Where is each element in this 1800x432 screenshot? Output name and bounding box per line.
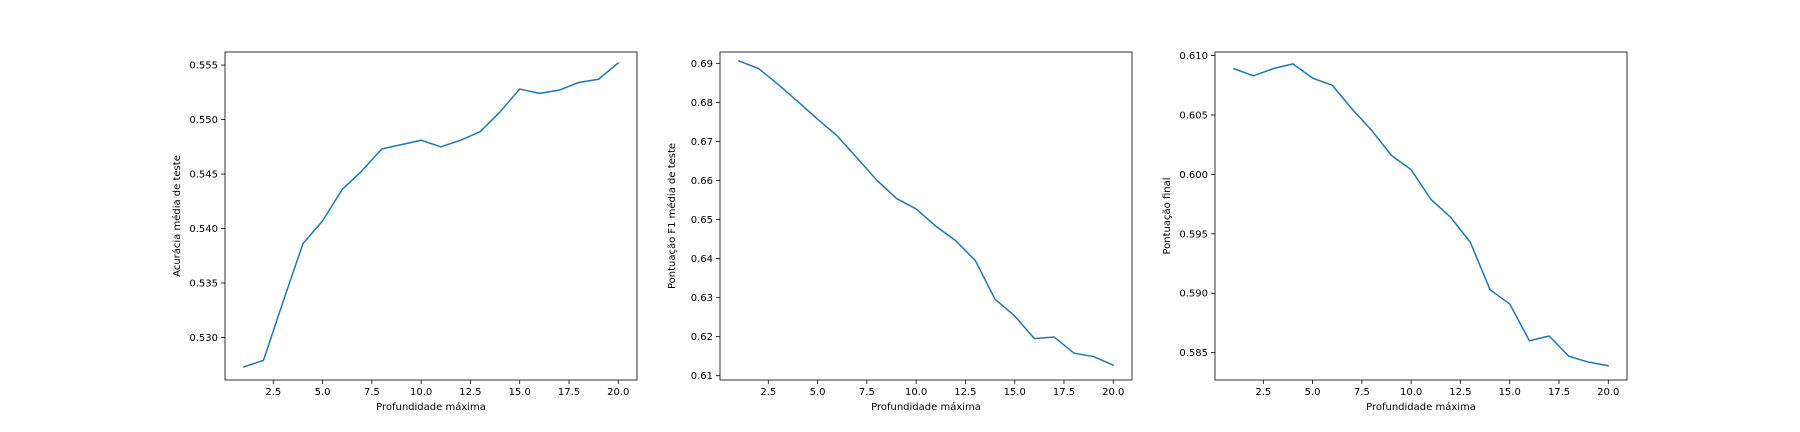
y-axis-label: Pontuação F1 média de teste xyxy=(666,143,678,289)
x-tick-label: 2.5 xyxy=(1255,387,1271,398)
x-tick-label: 17.5 xyxy=(558,387,580,398)
y-tick-label: 0.545 xyxy=(189,170,218,181)
series-line xyxy=(242,62,620,368)
x-tick-label: 12.5 xyxy=(1449,387,1471,398)
x-axis-label: Profundidade máxima xyxy=(871,401,981,413)
y-tick-label: 0.61 xyxy=(691,371,713,382)
y-tick-label: 0.585 xyxy=(1179,348,1208,359)
x-tick-label: 7.5 xyxy=(364,387,380,398)
y-axis-label: Acurácia média de teste xyxy=(171,155,183,277)
x-tick-label: 17.5 xyxy=(1548,387,1570,398)
axes-frame xyxy=(224,51,638,381)
subplot-1: 2.5 5.0 7.5 10.0 12.5 15.0 17.5 20.0 0.530 0.535 0… xyxy=(171,51,638,413)
subplots: 2.5 5.0 7.5 10.0 12.5 15.0 17.5 20.0 0.530 0.535 0… xyxy=(171,51,1628,413)
y-tick-label: 0.555 xyxy=(189,61,218,72)
y-tick-label: 0.540 xyxy=(189,224,218,235)
x-tick-label: 12.5 xyxy=(954,387,976,398)
subplot-3: 2.5 5.0 7.5 10.0 12.5 15.0 17.5 20.0 0.585 0.590 0… xyxy=(1162,51,1628,413)
y-tick-label: 0.67 xyxy=(691,137,713,148)
x-tick-label: 20.0 xyxy=(1597,387,1619,398)
x-tick-label: 20.0 xyxy=(607,387,629,398)
x-axis-label: Profundidade máxima xyxy=(1366,401,1476,413)
y-tick-label: 0.600 xyxy=(1179,170,1208,181)
y-tick-label: 0.535 xyxy=(189,279,218,290)
x-tick-label: 5.0 xyxy=(315,387,331,398)
x-tick-label: 20.0 xyxy=(1102,387,1124,398)
x-tick-label: 7.5 xyxy=(1354,387,1370,398)
x-tick-label: 15.0 xyxy=(1004,387,1026,398)
y-tick-label: 0.69 xyxy=(691,59,713,70)
x-tick-label: 10.0 xyxy=(905,387,927,398)
subplot-2: 2.5 5.0 7.5 10.0 12.5 15.0 17.5 20.0 0.61 0.62 0.6… xyxy=(666,51,1133,413)
x-tick-label: 10.0 xyxy=(410,387,432,398)
x-tick-label: 17.5 xyxy=(1053,387,1075,398)
y-tick-label: 0.68 xyxy=(691,98,713,109)
y-tick-label: 0.64 xyxy=(691,254,713,265)
axes-frame xyxy=(719,51,1133,381)
x-tick-label: 2.5 xyxy=(265,387,281,398)
y-axis-label: Pontuação final xyxy=(1162,178,1173,255)
x-tick-label: 5.0 xyxy=(810,387,826,398)
y-tick-label: 0.63 xyxy=(691,293,713,304)
series-line xyxy=(737,60,1115,366)
x-tick-label: 7.5 xyxy=(859,387,875,398)
y-tick-label: 0.595 xyxy=(1179,229,1208,240)
x-tick-label: 12.5 xyxy=(459,387,481,398)
y-tick-label: 0.550 xyxy=(189,115,218,126)
series-line xyxy=(1232,63,1610,367)
y-tick-label: 0.530 xyxy=(189,333,218,344)
y-tick-label: 0.605 xyxy=(1179,110,1208,121)
axes-frame xyxy=(1214,51,1628,381)
x-tick-label: 5.0 xyxy=(1305,387,1321,398)
x-axis-label: Profundidade máxima xyxy=(376,401,486,413)
y-tick-label: 0.590 xyxy=(1179,289,1208,300)
y-tick-label: 0.66 xyxy=(691,176,713,187)
x-tick-label: 15.0 xyxy=(1499,387,1521,398)
y-tick-label: 0.610 xyxy=(1179,51,1208,62)
x-tick-label: 10.0 xyxy=(1400,387,1422,398)
y-tick-label: 0.65 xyxy=(691,215,713,226)
x-tick-label: 15.0 xyxy=(509,387,531,398)
y-tick-label: 0.62 xyxy=(691,332,713,343)
x-tick-label: 2.5 xyxy=(760,387,776,398)
